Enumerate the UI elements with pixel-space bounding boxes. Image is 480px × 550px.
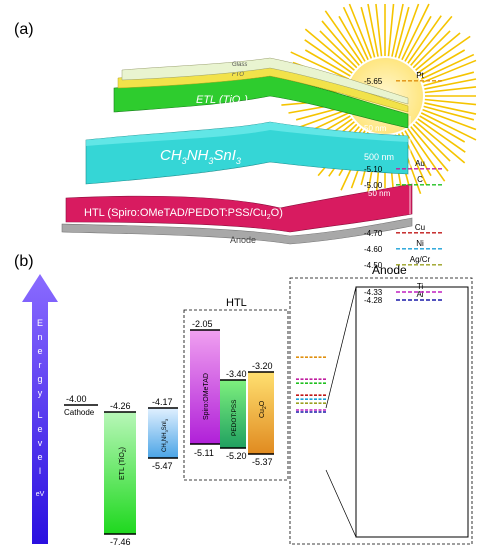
anode-level-value: -4.50 xyxy=(364,261,383,270)
etl-layer-label: ETL (TiO2) xyxy=(196,94,248,108)
cu2o-bottom-value: -5.37 xyxy=(252,457,273,467)
anode-title: Anode xyxy=(372,263,407,277)
anode-levels-inset: -4.28 Al -4.33 Ti -4.50 Ag/Cr -4.60 Ni -4.70 Cu -5… xyxy=(364,71,444,305)
etl-band xyxy=(104,412,136,534)
spiro-band xyxy=(190,330,220,444)
anode-metal-name: C xyxy=(417,175,423,184)
anode-metal-name: Au xyxy=(415,159,425,168)
panel-b-label: (b) xyxy=(14,253,34,270)
perovskite-thickness: 500 nm xyxy=(364,152,394,162)
arrow-letter: e xyxy=(37,346,42,356)
pedot-band xyxy=(220,380,246,448)
fto-label: FTO xyxy=(232,72,244,78)
perovskite-bottom-value: -5.47 xyxy=(152,461,173,471)
cathode-label: Cathode xyxy=(64,408,95,417)
anode-levels-compact xyxy=(296,356,326,413)
htl-layer-label: HTL (Spiro:OMeTAD/PEDOT:PSS/Cu2O) xyxy=(84,207,283,221)
anode-metal-name: Al xyxy=(416,290,423,299)
anode-level-value: -5.00 xyxy=(364,181,383,190)
arrow-letter: L xyxy=(37,410,42,420)
arrow-letter: e xyxy=(37,424,42,434)
anode-metal-name: Ni xyxy=(416,239,424,248)
anode-inset-box xyxy=(355,286,469,538)
anode-metal-name: Ag/Cr xyxy=(410,255,431,264)
glass-layer xyxy=(121,57,409,105)
etl-thickness: 50 nm xyxy=(364,124,387,133)
panel-a-label: (a) xyxy=(14,21,34,38)
pedot-top-value: -3.40 xyxy=(226,369,247,379)
etl-top-value: -4.26 xyxy=(110,401,131,411)
etl-band-label: ETL (TiO2) xyxy=(119,447,128,480)
anode-metal-name: Ti xyxy=(417,282,424,291)
anode-level-value: -4.28 xyxy=(364,296,383,305)
etl-bottom-value: -7.46 xyxy=(110,537,131,547)
htl-group-box xyxy=(183,309,289,481)
anode-layer xyxy=(61,217,413,245)
glass-label: Glass xyxy=(232,62,247,68)
anode-level-value: -4.60 xyxy=(364,245,383,254)
arrow-letter: y xyxy=(38,388,43,398)
arrow-letter: r xyxy=(39,360,42,370)
cu2o-band-label: Cu2O xyxy=(259,400,268,418)
cathode-level: -4.00 xyxy=(66,394,87,404)
anode-level-value: -4.70 xyxy=(364,229,383,238)
spiro-bottom-value: -5.11 xyxy=(194,448,214,458)
htl-thickness: 50 nm xyxy=(368,189,391,198)
pedot-bottom-value: -5.20 xyxy=(226,451,247,461)
htl-title: HTL xyxy=(226,297,247,309)
arrow-letter: g xyxy=(37,374,42,384)
anode-group-box xyxy=(289,277,473,545)
arrow-letter: v xyxy=(38,438,43,448)
arrow-letter: l xyxy=(39,466,41,476)
anode-level-value: -5.10 xyxy=(364,165,383,174)
arrow-letter: n xyxy=(37,332,42,342)
perovskite-layer-label: CH3NH3SnI3 xyxy=(160,147,241,166)
anode-level-value: -4.33 xyxy=(364,288,383,297)
anode-metal-name: Cu xyxy=(415,223,425,232)
arrow-letter: eV xyxy=(36,491,45,498)
perovskite-top-value: -4.17 xyxy=(152,397,173,407)
cu2o-top-value: -3.20 xyxy=(252,361,273,371)
anode-level-value: -5.65 xyxy=(364,77,383,86)
anode-label: Anode xyxy=(230,235,256,245)
cu2o-band xyxy=(248,372,274,454)
pedot-band-label: PEDOT:PSS xyxy=(231,399,238,436)
zoom-line-bottom xyxy=(325,469,357,538)
spiro-top-value: -2.05 xyxy=(192,319,213,329)
zoom-line-top xyxy=(325,286,357,409)
arrow-letter: E xyxy=(37,318,43,328)
perovskite-band-label: CH3NH3SnI3 xyxy=(162,418,169,452)
htl-layer xyxy=(65,183,413,233)
anode-metal-name: Pt xyxy=(416,71,424,80)
arrow-letter: e xyxy=(37,452,42,462)
spiro-band-label: Spiro:OMeTAD xyxy=(203,373,210,420)
perovskite-band xyxy=(148,408,178,458)
energy-level-arrow xyxy=(22,274,58,544)
